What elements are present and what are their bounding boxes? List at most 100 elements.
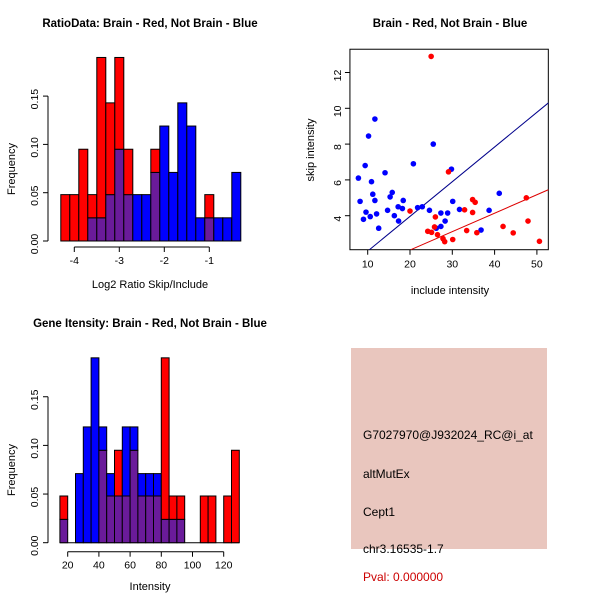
- histogram-bar-overlap: [129, 449, 139, 544]
- scatter-point: [442, 218, 448, 224]
- histogram-bar-overlap: [168, 518, 178, 544]
- y-tick-label: 4: [332, 216, 344, 222]
- scatter-point: [387, 194, 393, 200]
- histogram-bar: [82, 426, 92, 544]
- probe-id-text: G7027970@J932024_RC@i_at: [363, 428, 533, 442]
- scatter-point: [372, 116, 378, 122]
- histogram-bar: [132, 194, 143, 242]
- histogram-bar-overlap: [87, 217, 98, 242]
- ratio-histogram-ylabel: Frequency: [6, 143, 18, 195]
- scatter-point: [382, 169, 388, 176]
- scatter-point: [444, 210, 451, 216]
- histogram-bar: [176, 495, 186, 520]
- y-tick-label: 0.10: [29, 438, 41, 459]
- histogram-bar: [69, 194, 80, 242]
- histogram-bar: [150, 148, 161, 173]
- scatter-point: [355, 175, 362, 181]
- scatter-point: [430, 141, 437, 147]
- histogram-bar: [231, 171, 242, 242]
- scatter-points: 10 20 30 40 50 4 6 8 10 12: [332, 48, 549, 271]
- scatter-point: [399, 205, 406, 212]
- scatter-point: [368, 178, 375, 185]
- histogram-bar-overlap: [204, 217, 215, 242]
- histogram-bar-overlap: [114, 148, 125, 242]
- scatter-point: [410, 160, 417, 167]
- ratio-histogram-bars: 0.00 0.05 0.10 0.15 -4 -3 -2 -1: [29, 56, 242, 267]
- histogram-bar: [137, 473, 147, 497]
- scatter-point: [500, 223, 506, 230]
- histogram-bar: [141, 194, 152, 242]
- scatter-point: [469, 209, 476, 216]
- gene-histogram-plot: Gene Itensity: Brain - Red, Not Brain - …: [6, 318, 267, 593]
- gene-histogram-title: Gene Itensity: Brain - Red, Not Brain - …: [33, 318, 267, 330]
- scatter-point: [428, 53, 434, 60]
- histogram-bar-overlap: [153, 495, 162, 544]
- plot-box: [349, 48, 549, 251]
- event-type-text: altMutEx: [363, 467, 410, 481]
- histogram-bar-overlap: [114, 495, 123, 544]
- x-tick-label: 10: [362, 259, 374, 271]
- histogram-bar-overlap: [150, 171, 161, 242]
- panel-intensity-scatter: Brain - Red, Not Brain - Blue include in…: [300, 0, 600, 300]
- histogram-bar: [98, 426, 108, 451]
- scatter-point: [384, 207, 391, 214]
- x-tick-label: 30: [446, 259, 458, 271]
- scatter-point: [431, 224, 438, 230]
- panel-info-card: G7027970@J932024_RC@i_at altMutEx Cept1 …: [300, 300, 600, 600]
- histogram-bar: [223, 495, 232, 544]
- gene-histogram-ylabel: Frequency: [6, 444, 18, 496]
- y-tick-label: 12: [332, 70, 344, 82]
- histogram-bar: [59, 495, 69, 520]
- scatter-point: [360, 216, 367, 223]
- histogram-bar: [145, 473, 154, 497]
- scatter-point: [486, 207, 492, 214]
- histogram-bar-overlap: [145, 495, 154, 544]
- histogram-bar: [168, 171, 179, 242]
- scatter-point: [375, 225, 382, 232]
- histogram-bar: [114, 449, 123, 497]
- histogram-bar-overlap: [123, 194, 134, 242]
- gene-name-text: Cept1: [363, 505, 396, 519]
- x-tick-label: -1: [205, 255, 214, 267]
- x-tick-label: -4: [70, 255, 79, 267]
- histogram-bar: [160, 357, 170, 520]
- scatter-point: [363, 209, 369, 215]
- locus-text: chr3.16535-1.7: [363, 542, 444, 556]
- gene-histogram-bars: 0.00 0.05 0.10 0.15 20 40 60 80 100 120: [29, 357, 240, 572]
- histogram-bar-overlap: [59, 518, 69, 544]
- scatter-point: [456, 206, 463, 213]
- scatter-point: [536, 238, 543, 245]
- scatter-point: [414, 204, 421, 211]
- scatter-point: [461, 206, 468, 213]
- histogram-bar-overlap: [121, 495, 131, 544]
- info-card: G7027970@J932024_RC@i_at altMutEx Cept1 …: [351, 348, 547, 584]
- scatter-point: [395, 218, 402, 224]
- scatter-point: [523, 195, 530, 201]
- x-tick-label: 100: [184, 560, 202, 572]
- y-tick-label: 0.15: [29, 389, 41, 410]
- intensity-scatter-plot: Brain - Red, Not Brain - Blue include in…: [305, 18, 549, 297]
- scatter-xlabel: include intensity: [411, 285, 490, 297]
- scatter-point: [365, 133, 372, 139]
- scatter-point: [372, 197, 378, 204]
- scatter-point: [362, 162, 368, 169]
- scatter-point: [474, 229, 480, 236]
- histogram-bar: [195, 217, 206, 242]
- histogram-bar: [186, 125, 197, 242]
- histogram-bar-overlap: [137, 495, 147, 544]
- y-tick-label: 0.00: [29, 535, 41, 556]
- y-tick-label: 6: [332, 180, 344, 186]
- scatter-point: [449, 236, 456, 243]
- histogram-bar-overlap: [176, 518, 186, 544]
- scatter-point: [510, 230, 517, 236]
- x-tick-label: 40: [489, 259, 501, 271]
- ratio-histogram-title: RatioData: Brain - Red, Not Brain - Blue: [42, 18, 257, 30]
- x-tick-label: -2: [160, 255, 169, 267]
- histogram-bar: [199, 495, 209, 544]
- histogram-bar: [168, 495, 178, 520]
- y-tick-label: 0.05: [29, 185, 41, 206]
- histogram-bar-overlap: [98, 449, 108, 544]
- histogram-bar: [96, 56, 107, 219]
- scatter-point: [432, 214, 439, 220]
- histogram-bar: [121, 426, 131, 497]
